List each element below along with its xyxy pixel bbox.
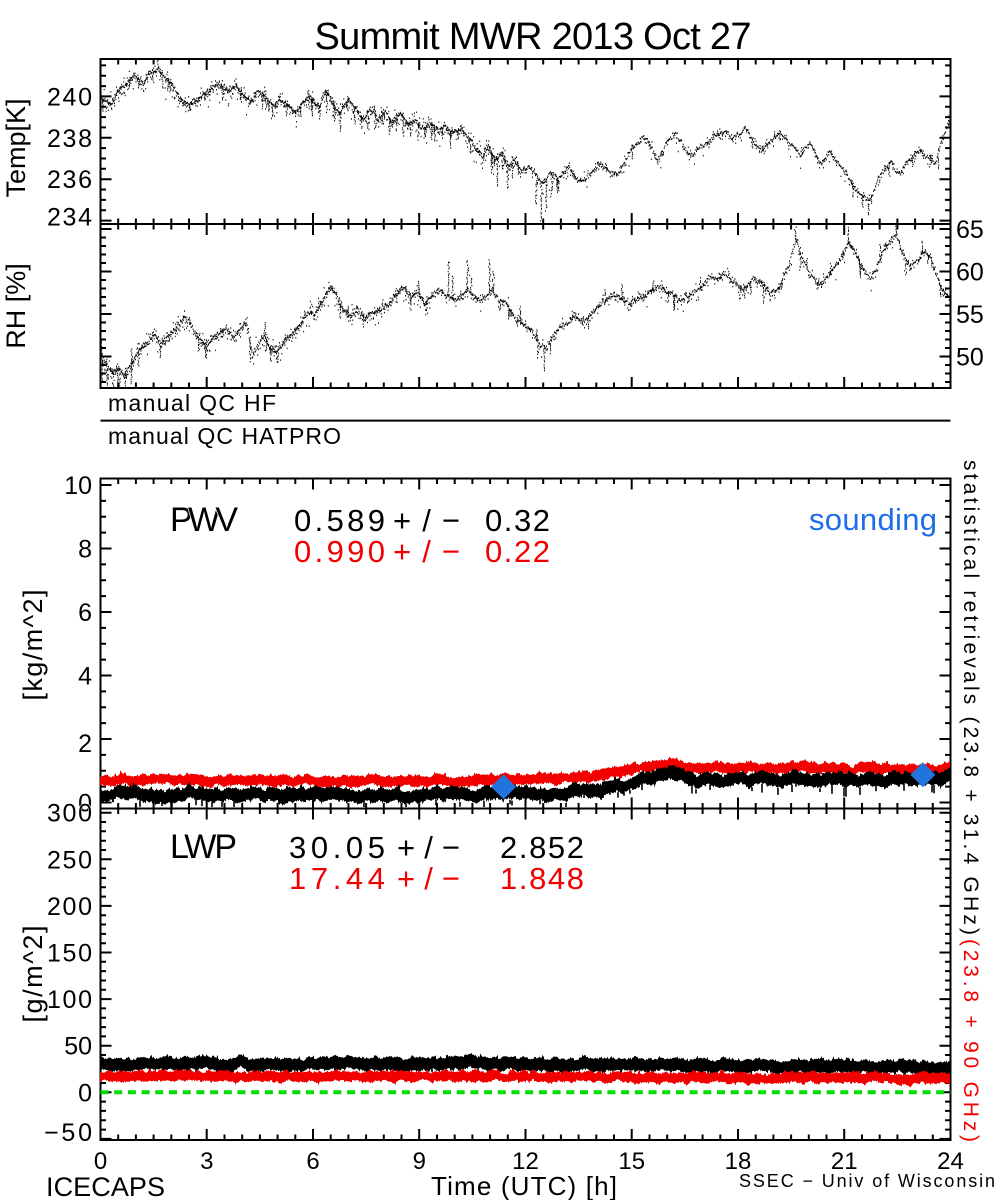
svg-text:50: 50 (64, 1033, 92, 1061)
svg-text:6: 6 (78, 599, 92, 627)
svg-text:100: 100 (47, 986, 92, 1014)
svg-text:21: 21 (831, 1148, 858, 1175)
svg-text:200: 200 (47, 893, 92, 921)
svg-text:PWV: PWV (170, 501, 238, 539)
svg-text:−50: −50 (44, 1119, 92, 1147)
svg-text:Time (UTC) [h]: Time (UTC) [h] (431, 1171, 617, 1200)
svg-text:statistical retrievals (23.8 +: statistical retrievals (23.8 + 31.4 GHz) (959, 460, 982, 935)
svg-text:18: 18 (725, 1148, 752, 1175)
svg-text:150: 150 (47, 940, 92, 968)
svg-text:8: 8 (78, 536, 92, 564)
svg-text:65: 65 (956, 216, 984, 244)
svg-text:0.589: 0.589 (294, 503, 385, 538)
svg-text:SSEC − Univ of Wisconsin: SSEC − Univ of Wisconsin (739, 1171, 995, 1191)
svg-text:sounding: sounding (809, 502, 937, 537)
svg-text:manual QC HATPRO: manual QC HATPRO (108, 423, 341, 449)
svg-text:24: 24 (937, 1148, 964, 1175)
svg-text:300: 300 (47, 800, 92, 828)
svg-text:Summit MWR 2013 Oct 27: Summit MWR 2013 Oct 27 (315, 16, 752, 58)
svg-text:2.852: 2.852 (500, 830, 584, 865)
svg-text:LWP: LWP (170, 828, 237, 866)
svg-text:236: 236 (47, 166, 92, 194)
svg-text:+/−: +/− (397, 861, 460, 896)
svg-text:+/−: +/− (397, 830, 460, 865)
svg-text:250: 250 (47, 846, 92, 874)
svg-text:ICECAPS: ICECAPS (46, 1172, 165, 1200)
svg-text:4: 4 (78, 663, 92, 691)
svg-text:+/−: +/− (393, 534, 460, 569)
svg-text:RH [%]: RH [%] (1, 263, 31, 349)
svg-text:60: 60 (956, 259, 984, 287)
svg-text:0.32: 0.32 (485, 503, 550, 538)
svg-text:17.44: 17.44 (289, 861, 385, 896)
svg-text:9: 9 (413, 1148, 426, 1175)
svg-text:0: 0 (78, 1079, 92, 1107)
svg-text:0: 0 (78, 790, 92, 818)
svg-text:50: 50 (956, 344, 984, 372)
svg-text:Temp[K]: Temp[K] (1, 98, 31, 197)
svg-text:manual QC HF: manual QC HF (108, 390, 276, 416)
svg-text:0: 0 (94, 1148, 107, 1175)
svg-text:3: 3 (200, 1148, 213, 1175)
svg-text:0.22: 0.22 (485, 534, 550, 569)
svg-text:30.05: 30.05 (289, 830, 385, 865)
svg-text:55: 55 (956, 301, 984, 329)
svg-text:12: 12 (512, 1148, 539, 1175)
svg-text:240: 240 (47, 83, 92, 111)
svg-text:6: 6 (306, 1148, 319, 1175)
svg-text:2: 2 (78, 730, 92, 758)
svg-text:1.848: 1.848 (500, 861, 584, 896)
svg-text:0.990: 0.990 (294, 534, 385, 569)
svg-text:234: 234 (47, 204, 92, 232)
svg-text:(23.8 + 90 GHz): (23.8 + 90 GHz) (959, 939, 982, 1142)
svg-text:+/−: +/− (393, 503, 460, 538)
svg-text:15: 15 (618, 1148, 645, 1175)
svg-text:10: 10 (64, 472, 92, 500)
svg-text:[g/m^2]: [g/m^2] (18, 926, 48, 1023)
svg-text:[kg/m^2]: [kg/m^2] (18, 590, 48, 701)
svg-text:238: 238 (47, 125, 92, 153)
